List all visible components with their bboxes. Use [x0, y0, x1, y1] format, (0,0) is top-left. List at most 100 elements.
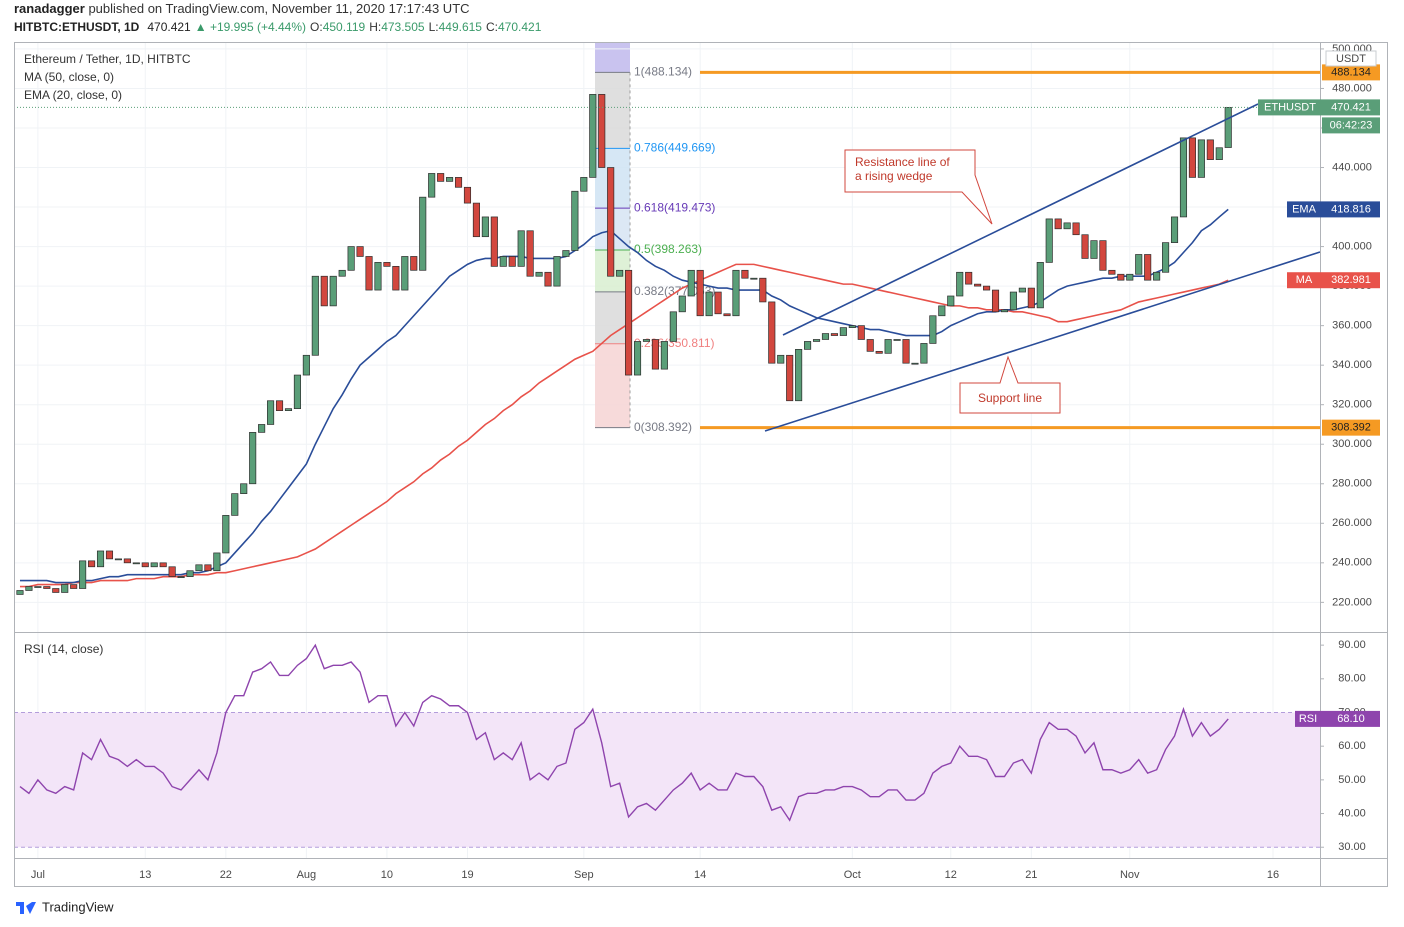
- candle: [777, 354, 785, 364]
- candle: [123, 558, 131, 564]
- candle: [132, 562, 140, 565]
- candle: [249, 432, 257, 485]
- candle: [884, 339, 892, 354]
- fib-label: 0.786(449.669): [634, 141, 715, 155]
- support-line: [764, 251, 1321, 432]
- y-tick-label: 320.000: [1332, 399, 1372, 411]
- x-tick-label: 22: [220, 869, 232, 881]
- candle: [329, 275, 337, 307]
- candle: [625, 269, 633, 376]
- candle: [213, 552, 221, 572]
- legend-ema: EMA (20, close, 0): [24, 88, 122, 102]
- candle: [544, 271, 552, 287]
- candle: [1206, 139, 1214, 160]
- candle: [633, 341, 642, 376]
- rsi-y-tick-label: 80.00: [1338, 673, 1366, 685]
- countdown-tag: [1322, 117, 1380, 134]
- x-tick-label: 13: [139, 869, 151, 881]
- candle: [768, 301, 776, 364]
- fib-label: 0.5(398.263): [634, 242, 702, 256]
- y-tick-label: 400.000: [1332, 240, 1372, 252]
- author: ranadagger: [14, 1, 85, 16]
- candle: [947, 295, 955, 307]
- candle: [535, 271, 543, 277]
- candle: [705, 291, 713, 317]
- fib-extension-band: [595, 43, 630, 72]
- fib-label: 1(488.134): [634, 65, 692, 79]
- candle: [141, 562, 149, 568]
- candle: [526, 230, 534, 277]
- fib-band: [595, 291, 630, 344]
- candle: [195, 564, 203, 572]
- candle: [741, 269, 749, 279]
- candle: [508, 256, 516, 267]
- candle: [750, 277, 758, 280]
- candle: [446, 177, 454, 182]
- candle: [79, 560, 87, 589]
- candle: [231, 493, 239, 516]
- candle: [1045, 218, 1053, 263]
- unit-box: [1325, 50, 1377, 67]
- candle: [437, 173, 445, 182]
- x-tick-label: 14: [694, 869, 706, 881]
- footer-brand: TradingView: [42, 899, 114, 914]
- candle: [70, 584, 78, 589]
- candle: [96, 550, 105, 568]
- candle: [759, 277, 767, 303]
- legend-rsi: RSI (14, close): [24, 642, 103, 656]
- ema-tag-name: EMA: [1292, 203, 1317, 215]
- candle: [786, 354, 794, 402]
- level-tag-label: 308.392: [1331, 422, 1371, 434]
- candle: [732, 269, 740, 317]
- rsi-line: [19, 643, 1229, 822]
- candle: [52, 588, 60, 593]
- x-tick-label: 10: [381, 869, 393, 881]
- candle: [723, 313, 731, 317]
- fib-band: [595, 343, 630, 428]
- candle: [284, 408, 293, 411]
- candle: [571, 190, 579, 251]
- candle: [419, 196, 427, 271]
- callout-box: [844, 149, 993, 225]
- candle: [365, 256, 373, 291]
- candle: [687, 269, 695, 297]
- candle: [34, 586, 42, 588]
- candle: [356, 246, 364, 257]
- rsi-tag: [1295, 710, 1380, 727]
- candle: [311, 275, 319, 356]
- change: ▲ +19.995 (+4.44%): [195, 20, 306, 34]
- candle: [204, 564, 212, 572]
- x-tick-label: Sep: [574, 869, 594, 881]
- ma-tag: [1287, 272, 1380, 289]
- chart-title: Ethereum / Tether, 1D, HITBTC: [24, 52, 191, 66]
- x-tick-label: Oct: [844, 869, 861, 881]
- l-key: L:: [429, 20, 439, 34]
- candle: [1224, 107, 1232, 148]
- candle: [150, 562, 158, 568]
- y-tick-label: 340.000: [1332, 359, 1372, 371]
- candle: [168, 566, 176, 578]
- candle: [43, 586, 51, 589]
- candle: [463, 186, 472, 204]
- candle: [848, 325, 856, 328]
- candle: [374, 262, 382, 291]
- candle: [678, 295, 686, 313]
- candle: [16, 590, 24, 595]
- plot-layer: 1(488.134) 0.786(449.669) 0.618(419.473) 0.…: [14, 43, 1320, 858]
- y-tick-label: 480.000: [1332, 82, 1372, 94]
- candle: [830, 333, 838, 336]
- candle: [410, 256, 418, 271]
- candle: [428, 173, 436, 198]
- annotation-resistance: Resistance line of a rising wedge: [844, 149, 993, 225]
- x-tick-label: 16: [1267, 869, 1279, 881]
- candle: [401, 256, 409, 291]
- y-tick-label: 300.000: [1332, 438, 1372, 450]
- background-layer: [595, 43, 630, 72]
- y-tick-label: 240.000: [1332, 557, 1372, 569]
- ma-tag-value: 382.981: [1331, 274, 1371, 286]
- candle: [1072, 222, 1080, 236]
- candle: [1188, 137, 1196, 178]
- rsi-y-tick-label: 90.00: [1338, 639, 1366, 651]
- candle: [1117, 273, 1125, 281]
- candle: [1179, 137, 1188, 218]
